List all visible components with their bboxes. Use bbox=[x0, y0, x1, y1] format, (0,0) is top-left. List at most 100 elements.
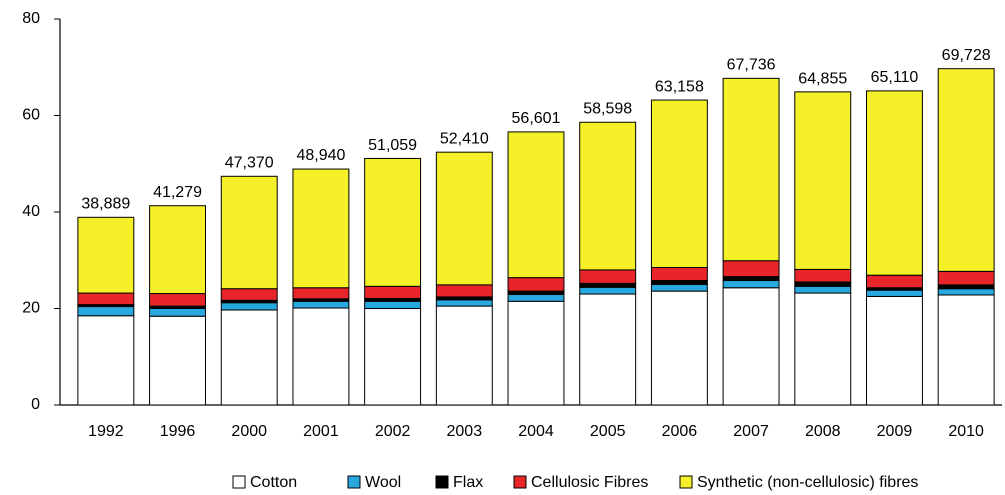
y-tick-label: 40 bbox=[22, 203, 40, 220]
bar-segment bbox=[149, 205, 206, 295]
bar-segment bbox=[794, 292, 852, 406]
bar-segment bbox=[435, 151, 493, 286]
bar-segment bbox=[435, 305, 493, 406]
bar-segment bbox=[507, 300, 565, 406]
bar-segment bbox=[149, 308, 206, 317]
y-tick-label: 80 bbox=[22, 10, 40, 27]
total-label: 56,601 bbox=[512, 110, 561, 127]
total-label: 38,889 bbox=[81, 196, 130, 213]
bar-segment bbox=[364, 300, 422, 310]
x-tick-label: 1992 bbox=[88, 423, 124, 440]
x-tick-label: 2005 bbox=[590, 423, 626, 440]
x-tick-label: 2001 bbox=[303, 423, 339, 440]
x-tick-label: 2010 bbox=[948, 423, 984, 440]
legend-swatch bbox=[347, 475, 361, 489]
bar-segment bbox=[292, 287, 350, 300]
legend-swatch bbox=[232, 475, 246, 489]
bar-segment bbox=[220, 302, 278, 311]
x-tick-label: 2004 bbox=[518, 423, 554, 440]
total-label: 41,279 bbox=[153, 184, 202, 201]
bar-segment bbox=[149, 315, 206, 406]
bar-segment bbox=[722, 287, 780, 406]
legend-swatch bbox=[679, 475, 693, 489]
total-label: 48,940 bbox=[296, 147, 345, 164]
bar-segment bbox=[220, 288, 278, 301]
legend-label: Cotton bbox=[250, 474, 297, 491]
y-tick-label: 0 bbox=[31, 396, 40, 413]
bar-segment bbox=[650, 99, 708, 268]
legend-label: Synthetic (non-cellulosic) fibres bbox=[697, 474, 918, 491]
bar-segment bbox=[794, 268, 852, 283]
bar-segment bbox=[579, 121, 637, 271]
bar-segment bbox=[722, 260, 780, 278]
bar-segment bbox=[507, 277, 565, 292]
bar-segment bbox=[435, 284, 493, 298]
total-label: 51,059 bbox=[368, 137, 417, 154]
bar-segment bbox=[292, 307, 350, 406]
y-tick-label: 20 bbox=[22, 300, 40, 317]
legend-label: Wool bbox=[365, 474, 401, 491]
bar-segment bbox=[364, 285, 422, 299]
x-tick-label: 2006 bbox=[662, 423, 698, 440]
bar-segment bbox=[507, 290, 565, 296]
x-tick-label: 2000 bbox=[231, 423, 267, 440]
bar-segment bbox=[866, 295, 923, 406]
total-label: 52,410 bbox=[440, 130, 489, 147]
legend-label: Flax bbox=[453, 474, 483, 491]
bar-segment bbox=[364, 157, 422, 287]
bar-segment bbox=[722, 280, 780, 289]
bar-segment bbox=[507, 131, 565, 279]
total-label: 63,158 bbox=[655, 78, 704, 95]
bar-segment bbox=[650, 266, 708, 282]
bar-segment bbox=[292, 168, 350, 289]
bar-segment bbox=[435, 299, 493, 307]
x-tick-label: 2002 bbox=[375, 423, 411, 440]
bar-segment bbox=[364, 308, 422, 406]
bar-segment bbox=[77, 315, 135, 406]
bar-segment bbox=[866, 289, 923, 297]
bar-segment bbox=[650, 290, 708, 406]
bar-segment bbox=[937, 294, 995, 406]
bar-segment bbox=[794, 91, 852, 270]
bar-segment bbox=[650, 283, 708, 292]
legend-swatch bbox=[513, 475, 527, 489]
total-label: 64,855 bbox=[798, 70, 847, 87]
bar-segment bbox=[866, 274, 923, 289]
total-label: 67,736 bbox=[727, 56, 776, 73]
total-label: 58,598 bbox=[583, 100, 632, 117]
bar-segment bbox=[149, 293, 206, 307]
bar-segment bbox=[794, 281, 852, 287]
bar-segment bbox=[937, 288, 995, 296]
bar-segment bbox=[292, 300, 350, 309]
bar-segment bbox=[794, 285, 852, 294]
bar-segment bbox=[866, 90, 923, 276]
total-label: 65,110 bbox=[871, 69, 919, 86]
bar-segment bbox=[77, 292, 135, 306]
bar-segment bbox=[77, 216, 135, 294]
bar-segment bbox=[722, 276, 780, 282]
legend-label: Cellulosic Fibres bbox=[531, 474, 648, 491]
x-tick-label: 2009 bbox=[877, 423, 913, 440]
x-tick-label: 2003 bbox=[447, 423, 483, 440]
bar-segment bbox=[937, 284, 995, 290]
y-tick-label: 60 bbox=[22, 107, 40, 124]
bar-segment bbox=[579, 282, 637, 288]
legend-swatch bbox=[435, 475, 449, 489]
bar-segment bbox=[507, 294, 565, 302]
bar-segment bbox=[579, 286, 637, 295]
x-tick-label: 2008 bbox=[805, 423, 841, 440]
bar-segment bbox=[937, 68, 995, 272]
bar-segment bbox=[722, 77, 780, 262]
bar-segment bbox=[220, 175, 278, 290]
bar-segment bbox=[579, 293, 637, 406]
bar-segment bbox=[937, 270, 995, 286]
total-label: 69,728 bbox=[942, 47, 991, 64]
bar-segment bbox=[579, 269, 637, 284]
x-tick-label: 2007 bbox=[733, 423, 769, 440]
x-tick-label: 1996 bbox=[160, 423, 196, 440]
bar-segment bbox=[220, 309, 278, 406]
bar-segment bbox=[650, 280, 708, 285]
bar-segment bbox=[77, 306, 135, 317]
total-label: 47,370 bbox=[225, 155, 274, 172]
